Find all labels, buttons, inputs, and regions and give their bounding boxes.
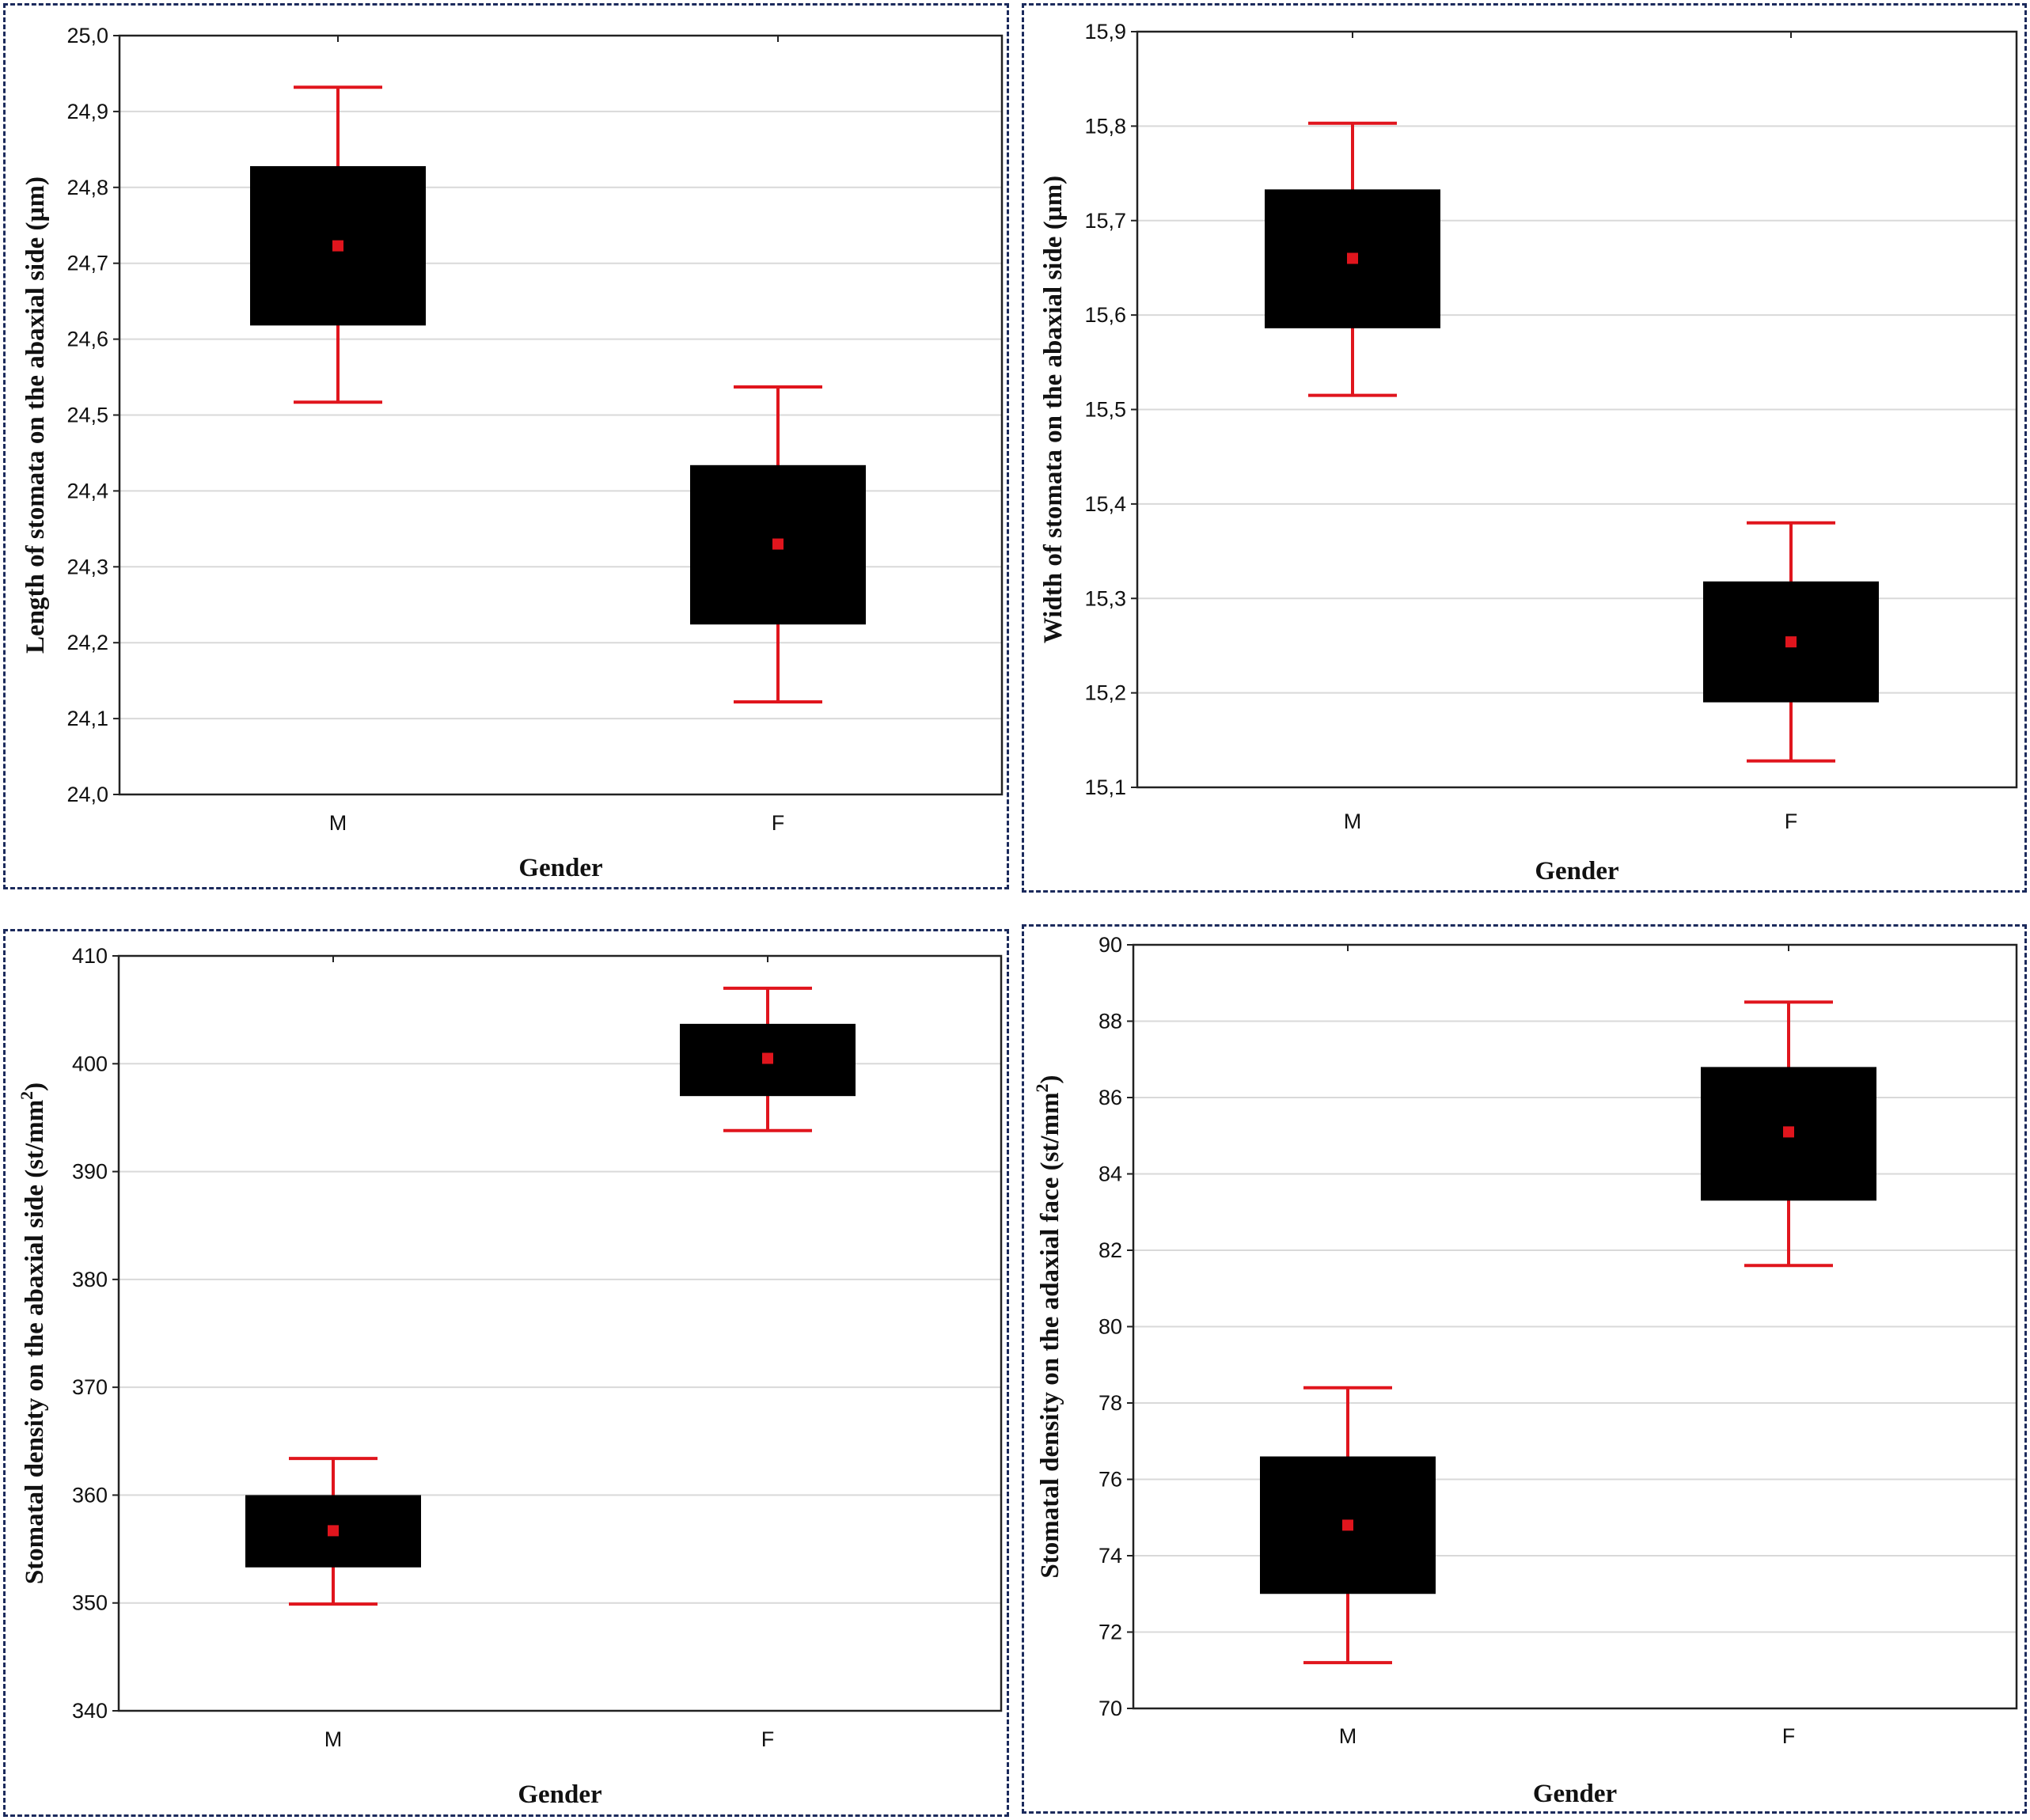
x-tick-label: F	[1785, 810, 1798, 833]
y-tick-label: 90	[1098, 933, 1122, 957]
y-tick-label: 410	[72, 944, 108, 968]
mean-marker	[1347, 252, 1358, 264]
chart-svg: 340 350 360 370 380 390 400 410 M F Gender Stomatal…	[17, 944, 1003, 1809]
chart-svg: 15,1 15,2 15,3 15,4 15,5 15,6 15,7 15,8 15,9 M F Ge…	[1039, 20, 2018, 885]
x-tick-label: M	[324, 1727, 343, 1751]
x-tick-label: M	[1339, 1724, 1357, 1748]
x-tick-label: F	[772, 811, 785, 835]
x-axis-title: Gender	[1535, 857, 1618, 885]
y-tick-label: 72	[1098, 1621, 1122, 1644]
mean-marker	[772, 538, 784, 550]
y-tick-label: 15,4	[1084, 492, 1126, 516]
y-tick-label: 15,1	[1084, 775, 1126, 799]
y-tick-label: 24,6	[66, 328, 108, 351]
x-tick-label: M	[329, 811, 347, 835]
x-tick-label: F	[1782, 1724, 1796, 1748]
y-tick-label: 78	[1098, 1391, 1122, 1415]
plot-frame	[117, 954, 1003, 1712]
x-tick-label: M	[1344, 810, 1362, 833]
y-tick-label: 24,9	[66, 100, 108, 123]
mean-marker	[332, 240, 343, 252]
x-axis-title: Gender	[518, 854, 602, 882]
chart-panel-length-abaxial: 24,0 24,1 24,2 24,3 24,4 24,5 24,6 24,7 24,8 24,9…	[3, 3, 1009, 889]
plot-frame	[1132, 943, 2018, 1710]
y-tick-label: 350	[72, 1591, 108, 1615]
y-tick-label: 390	[72, 1160, 108, 1184]
y-tick-label: 340	[72, 1699, 108, 1723]
y-tick-label: 74	[1098, 1544, 1122, 1568]
mean-marker	[1342, 1519, 1353, 1531]
chart-panel-density-adaxial: 70 72 74 76 78 80 82 84 86 88 90 M F Gender Stomatal d…	[1022, 924, 2027, 1814]
y-tick-label: 84	[1098, 1162, 1122, 1186]
y-tick-label: 24,5	[66, 404, 108, 427]
y-tick-label: 24,4	[66, 479, 108, 502]
x-axis-title: Gender	[1533, 1780, 1617, 1808]
plot-frame	[1136, 30, 2018, 789]
y-tick-label: 24,7	[66, 252, 108, 275]
series-M	[245, 1457, 421, 1606]
y-tick-label: 82	[1098, 1238, 1122, 1262]
y-tick-label: 24,0	[66, 783, 108, 806]
y-tick-label: 15,5	[1084, 398, 1126, 422]
y-tick-label: 380	[72, 1268, 108, 1291]
y-tick-label: 88	[1098, 1010, 1122, 1033]
mean-marker	[1783, 1126, 1794, 1138]
y-tick-label: 70	[1098, 1697, 1122, 1720]
x-axis-title: Gender	[518, 1780, 601, 1809]
y-axis-title: Width of stomata on the abaxial side (µm…	[1039, 176, 1068, 643]
chart-panel-width-abaxial: 15,1 15,2 15,3 15,4 15,5 15,6 15,7 15,8 15,9 M F Ge…	[1022, 3, 2027, 893]
y-tick-label: 76	[1098, 1468, 1122, 1492]
x-tick-label: F	[761, 1727, 775, 1751]
y-tick-label: 24,8	[66, 176, 108, 199]
y-tick-label: 80	[1098, 1315, 1122, 1339]
y-tick-label: 25,0	[66, 24, 108, 47]
y-axis-title: Stomatal density on the adaxial face (st…	[1032, 1075, 1064, 1578]
y-tick-label: 15,2	[1084, 681, 1126, 705]
y-tick-label: 15,8	[1084, 114, 1126, 138]
chart-panel-density-abaxial: 340 350 360 370 380 390 400 410 M F Gender Stomatal…	[3, 929, 1009, 1817]
mean-marker	[1785, 636, 1797, 648]
series-M	[1265, 121, 1440, 397]
chart-svg: 70 72 74 76 78 80 82 84 86 88 90 M F Gender Stomatal d…	[1032, 933, 2018, 1808]
plot-frame	[118, 34, 1004, 796]
series-F	[1703, 521, 1879, 763]
series-F	[690, 385, 866, 704]
y-tick-label: 360	[72, 1483, 108, 1507]
mean-marker	[328, 1525, 339, 1537]
y-tick-label: 15,7	[1084, 209, 1126, 233]
y-tick-label: 15,3	[1084, 586, 1126, 610]
y-tick-label: 86	[1098, 1086, 1122, 1109]
y-tick-label: 370	[72, 1375, 108, 1399]
series-F	[1701, 1000, 1876, 1268]
mean-marker	[762, 1052, 773, 1064]
y-tick-label: 400	[72, 1052, 108, 1075]
y-tick-label: 15,9	[1084, 20, 1126, 44]
series-M	[1260, 1386, 1436, 1665]
y-axis-title: Stomatal density on the abaxial side (st…	[17, 1083, 49, 1584]
chart-svg: 24,0 24,1 24,2 24,3 24,4 24,5 24,6 24,7 24,8 24,9…	[21, 24, 1004, 882]
y-axis-title: Length of stomata on the abaxial side (µ…	[21, 176, 50, 654]
y-tick-label: 24,2	[66, 631, 108, 654]
series-M	[250, 85, 426, 404]
y-tick-label: 24,3	[66, 555, 108, 578]
y-tick-label: 24,1	[66, 707, 108, 730]
series-F	[680, 986, 856, 1132]
y-tick-label: 15,6	[1084, 303, 1126, 327]
